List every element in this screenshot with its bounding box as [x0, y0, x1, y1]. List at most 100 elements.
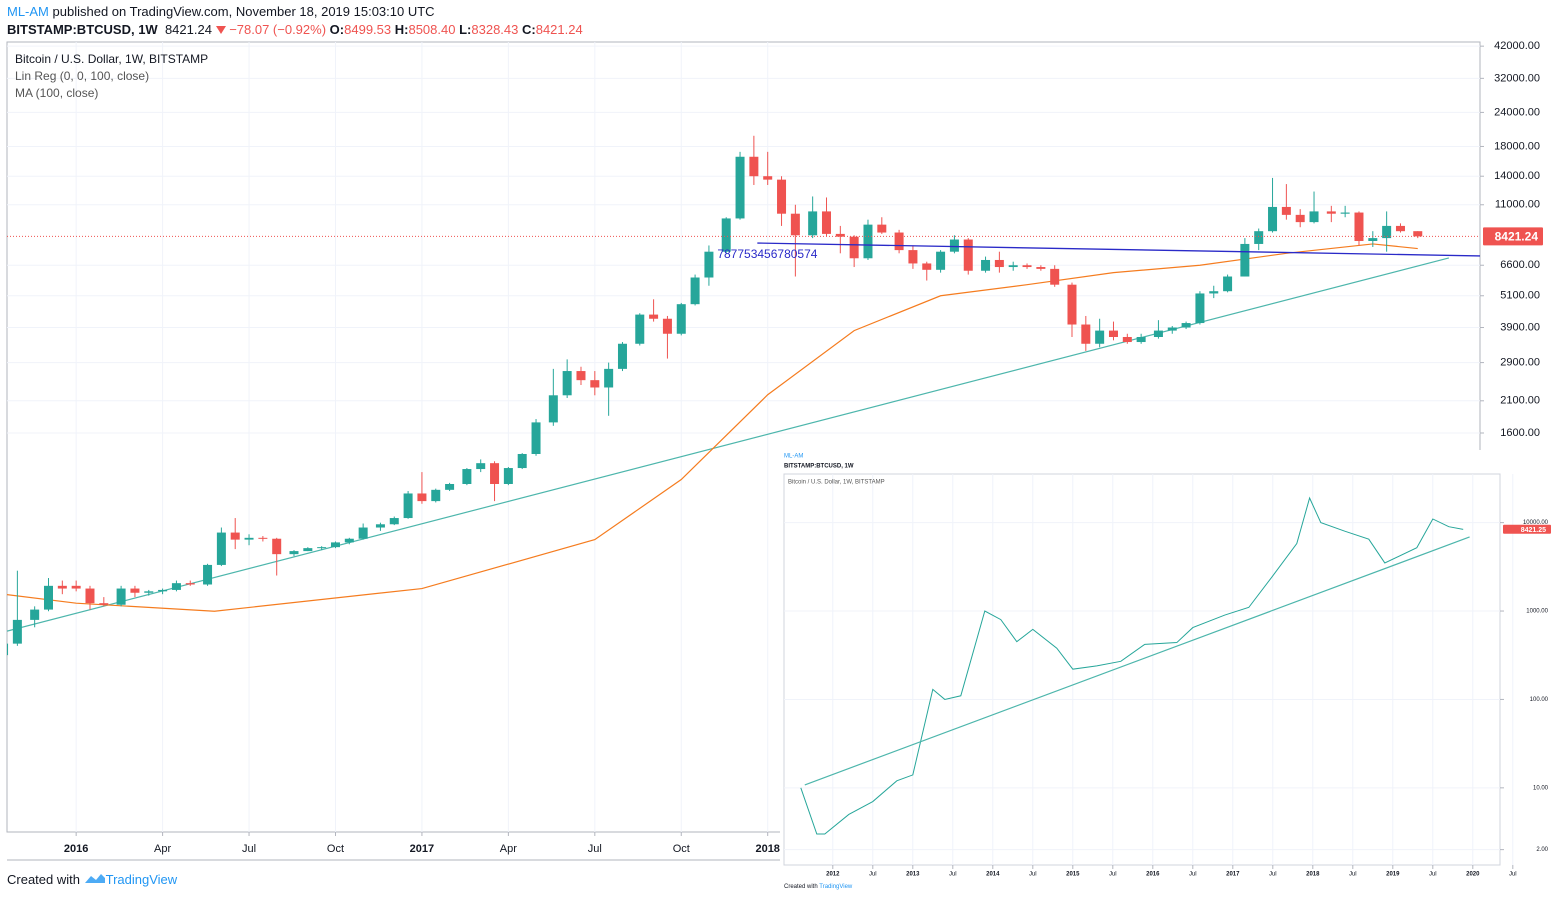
- main-chart: 42000.00 32000.00 24000.00 18000.00 14000.00…: [7, 40, 1543, 855]
- candle-body: [389, 518, 399, 525]
- candle-body: [763, 176, 773, 180]
- plot-area: [800, 496, 1470, 835]
- candle-body: [877, 224, 887, 233]
- candle-body: [604, 368, 614, 388]
- candle-body: [704, 251, 714, 278]
- candle-body: [244, 537, 254, 540]
- candle-body: [1295, 214, 1305, 223]
- candle-body: [490, 463, 500, 484]
- x-tick-label: Jul: [869, 872, 877, 878]
- inset-chart: 2.00 10.00 100.00 1000.00 10000.00 2012 Jul 201…: [784, 474, 1551, 878]
- candle-body: [1254, 231, 1264, 244]
- inset-plot-frame: [783, 473, 1501, 866]
- candle-body: [43, 585, 53, 610]
- candle-body: [548, 395, 558, 423]
- candle-body: [476, 463, 486, 470]
- y-tick-label: 14000.00: [1494, 170, 1540, 182]
- x-tick-label: Jul: [242, 843, 256, 855]
- candle-body: [144, 591, 154, 593]
- candle-body: [749, 156, 759, 177]
- x-tick-label: Jul: [1269, 872, 1277, 878]
- ohlc-value: 8499.53: [344, 22, 392, 37]
- candle-body: [835, 233, 845, 237]
- last-price-label: 8421.24: [1495, 230, 1539, 244]
- candle-body: [1050, 268, 1060, 285]
- legend-entry: Lin Reg (0, 0, 100, close): [15, 69, 149, 83]
- candle-body: [735, 156, 745, 219]
- candle-body: [1268, 206, 1278, 232]
- candle-body: [130, 588, 140, 593]
- candle-body: [517, 453, 527, 469]
- candle-body: [808, 211, 818, 236]
- candle-body: [1136, 336, 1146, 343]
- candle-body: [1181, 323, 1191, 328]
- candle-body: [849, 236, 859, 259]
- candle-body: [590, 380, 600, 388]
- candle-body: [1354, 212, 1364, 241]
- footer-brand: TradingView: [819, 884, 853, 890]
- candle-body: [576, 371, 586, 381]
- candle-body: [317, 547, 327, 549]
- y-tick-label: 10000.00: [1523, 520, 1549, 526]
- x-tick-label: Jul: [949, 872, 957, 878]
- price: 8421.24: [164, 22, 212, 37]
- series-line: [7, 243, 1418, 612]
- candle-body: [462, 469, 472, 484]
- candle-body: [171, 583, 181, 590]
- candle-body: [635, 314, 645, 344]
- candle-body: [1382, 225, 1392, 239]
- x-tick-label: Jul: [1029, 872, 1037, 878]
- candle-body: [981, 259, 991, 271]
- candle-body: [994, 259, 1004, 268]
- x-tick-label: Apr: [154, 843, 171, 855]
- candle-body: [1281, 206, 1291, 215]
- x-tick-label: Jul: [1189, 872, 1197, 878]
- inset-title: Bitcoin / U.S. Dollar, 1W, BITSTAMP: [788, 480, 885, 486]
- candle-body: [57, 585, 67, 589]
- author: ML-AM: [7, 4, 49, 19]
- candle-body: [676, 304, 686, 334]
- symbol: BITSTAMP:BTCUSD, 1W: [7, 22, 158, 37]
- y-tick-label: 100.00: [1530, 697, 1549, 703]
- x-tick-label: 2019: [1386, 872, 1400, 878]
- candle-body: [258, 537, 268, 539]
- inset-author: ML-AM: [784, 454, 803, 460]
- candle-body: [330, 542, 340, 548]
- candle-body: [1067, 284, 1077, 325]
- candle-body: [358, 527, 368, 539]
- quote-line: BITSTAMP:BTCUSD, 1W 8421.24 −78.07 (−0.9…: [7, 22, 583, 37]
- x-tick-label: 2016: [1146, 872, 1160, 878]
- candle-body: [71, 585, 81, 589]
- inset-header: BITSTAMP:BTCUSD, 1W: [784, 464, 854, 470]
- grid: [7, 42, 1480, 832]
- candle-body: [158, 589, 168, 592]
- candle-body: [203, 564, 213, 585]
- candle-body: [289, 551, 299, 555]
- candle-body: [30, 609, 40, 620]
- ohlc-value: 8328.43: [471, 22, 519, 37]
- footer-text: Created with: [784, 884, 818, 890]
- candle-body: [185, 583, 195, 585]
- candle-body: [1122, 336, 1132, 343]
- candle-body: [1153, 330, 1163, 337]
- candle-body: [1240, 243, 1250, 277]
- candle-body: [662, 318, 672, 334]
- candle-body: [1326, 211, 1336, 214]
- legend-entry: MA (100, close): [15, 86, 98, 100]
- candle-body: [375, 524, 385, 528]
- candle-body: [721, 218, 731, 252]
- x-tick-label: 2012: [826, 872, 840, 878]
- candle-body: [272, 538, 282, 555]
- candle-body: [1008, 265, 1018, 268]
- y-tick-label: 18000.00: [1494, 140, 1540, 152]
- candle-body: [230, 532, 240, 540]
- footer-text: Created with: [7, 872, 80, 887]
- x-tick-label: Jul: [1349, 872, 1357, 878]
- candle-body: [949, 239, 959, 252]
- y-tick-label: 42000.00: [1494, 40, 1540, 52]
- inset-footer: Created with TradingView: [784, 884, 852, 890]
- y-tick-label: 2.00: [1536, 847, 1548, 853]
- ohlc-label: H:: [394, 22, 409, 37]
- footer: Created with TradingView: [7, 872, 177, 887]
- y-tick-label: 3900.00: [1500, 321, 1540, 333]
